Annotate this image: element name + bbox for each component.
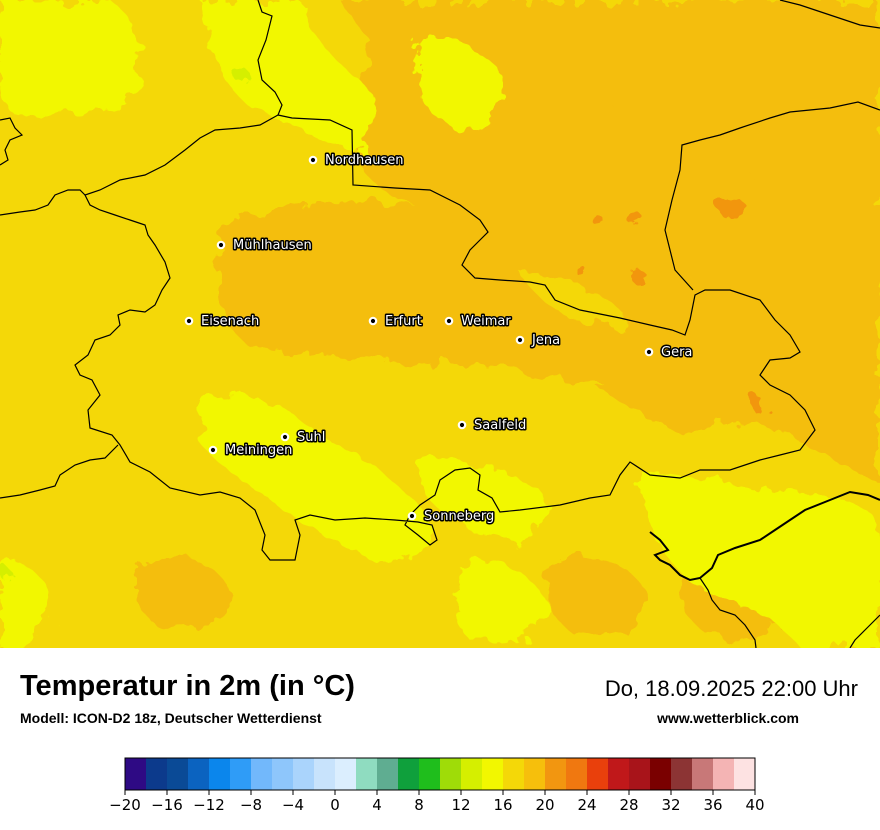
legend-color-step [314, 758, 336, 790]
city-dot [515, 335, 525, 345]
model-source: Modell: ICON-D2 18z, Deutscher Wetterdie… [20, 710, 322, 726]
city-marker: Jena [515, 332, 562, 350]
city-marker: Sonneberg [407, 508, 496, 526]
city-dot [308, 155, 318, 165]
city-label: Nordhausen [325, 153, 404, 168]
city-label: Eisenach [201, 314, 259, 329]
website-link[interactable]: www.wetterblick.com [657, 710, 799, 726]
forecast-datetime: Do, 18.09.2025 22:00 Uhr [604, 676, 858, 701]
legend-color-step [671, 758, 693, 790]
legend-color-step [545, 758, 567, 790]
city-marker: Gera [644, 344, 694, 362]
legend-color-step [419, 758, 441, 790]
temperature-field [0, 0, 880, 648]
city-dot [457, 420, 467, 430]
city-label: Gera [661, 345, 692, 360]
legend-color-step [629, 758, 651, 790]
legend-color-step [230, 758, 252, 790]
city-label: Saalfeld [474, 418, 526, 433]
city-marker: Weimar [444, 313, 513, 331]
legend-color-step [146, 758, 168, 790]
legend-color-step [524, 758, 546, 790]
legend-tick-label: 12 [451, 796, 470, 814]
legend-color-step [293, 758, 315, 790]
legend-color-step [713, 758, 735, 790]
city-dot [184, 316, 194, 326]
legend-color-step [251, 758, 273, 790]
legend-color-step [566, 758, 588, 790]
legend-color-step [188, 758, 210, 790]
border-lines [0, 0, 880, 648]
city-dot [216, 240, 226, 250]
legend-tick-label: 16 [493, 796, 512, 814]
legend-border [124, 757, 756, 791]
city-label: Suhl [297, 430, 325, 445]
legend-color-step [356, 758, 378, 790]
legend-tick-label: −12 [193, 796, 225, 814]
color-legend: −20 −16 −12 −8 −4 0 4 8 12 16 20 24 28 32 36 40 [109, 757, 765, 814]
city-marker: Erfurt [368, 313, 423, 331]
legend-color-step [734, 758, 756, 790]
legend-color-step [377, 758, 399, 790]
legend-tick-label: 36 [703, 796, 722, 814]
footer: Temperatur in 2m (in °C) Modell: ICON-D2… [0, 648, 880, 830]
legend-tick-label: 0 [330, 796, 340, 814]
legend-tick-label: 4 [372, 796, 382, 814]
city-marker: Mühlhausen [216, 237, 313, 255]
legend-color-step [167, 758, 189, 790]
legend-color-step [398, 758, 420, 790]
city-dot [368, 316, 378, 326]
city-dot [644, 347, 654, 357]
legend-tick-label: 32 [661, 796, 680, 814]
city-label: Weimar [461, 314, 511, 329]
legend-color-step [587, 758, 609, 790]
legend-tick-label: −8 [240, 796, 262, 814]
legend-tick-label: −20 [109, 796, 141, 814]
city-marker: Meiningen [208, 442, 294, 460]
city-marker: Nordhausen [308, 152, 405, 170]
legend-color-step [503, 758, 525, 790]
city-dot [444, 316, 454, 326]
legend-color-step [650, 758, 672, 790]
city-label: Sonneberg [424, 509, 494, 524]
legend-color-step [209, 758, 231, 790]
legend-tick-label: 28 [619, 796, 638, 814]
legend-tick-label: −16 [151, 796, 183, 814]
legend-color-step [482, 758, 504, 790]
city-dot [208, 445, 218, 455]
city-marker: Eisenach [184, 313, 261, 331]
legend-color-step [272, 758, 294, 790]
city-label: Meiningen [225, 443, 292, 458]
legend-color-step [608, 758, 630, 790]
city-markers: Nordhausen Mühlhausen Eisenach Erfurt Weimar… [184, 152, 694, 526]
legend-tick-label: 24 [577, 796, 596, 814]
city-label: Mühlhausen [233, 238, 312, 253]
legend-color-step [461, 758, 483, 790]
legend-color-step [692, 758, 714, 790]
legend-tick-label: 20 [535, 796, 554, 814]
map-title: Temperatur in 2m (in °C) [20, 670, 355, 702]
legend-color-step [440, 758, 462, 790]
city-dot [280, 432, 290, 442]
city-marker: Saalfeld [457, 417, 528, 435]
city-dot [407, 511, 417, 521]
city-label: Jena [531, 333, 560, 348]
city-marker: Suhl [280, 429, 327, 447]
legend-tick-label: 40 [745, 796, 764, 814]
legend-color-step [125, 758, 147, 790]
city-label: Erfurt [385, 314, 422, 329]
legend-color-step [335, 758, 357, 790]
temperature-map: Nordhausen Mühlhausen Eisenach Erfurt Weimar… [0, 0, 880, 648]
legend-tick-label: 8 [414, 796, 424, 814]
legend-tick-label: −4 [282, 796, 304, 814]
